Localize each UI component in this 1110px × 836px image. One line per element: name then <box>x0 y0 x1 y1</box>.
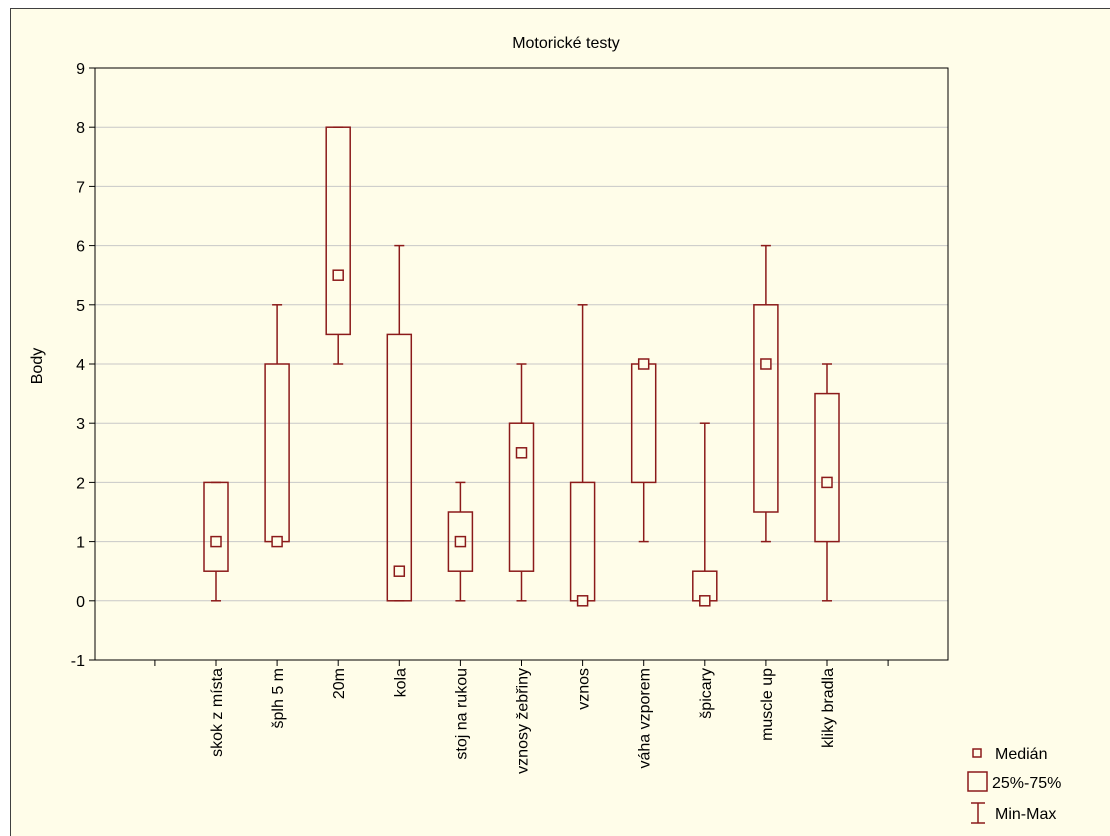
box-group <box>814 363 840 602</box>
median-marker <box>760 358 772 370</box>
legend-whisker-marker <box>971 802 985 824</box>
median-marker <box>393 565 406 577</box>
chart-title: Motorické testy <box>512 35 620 52</box>
iqr-box <box>814 392 840 543</box>
legend-whisker-label: Min-Max <box>995 806 1056 823</box>
legend-median-marker <box>972 748 982 758</box>
legend-box-marker <box>967 771 988 792</box>
y-axis-ticks: 9 8 7 6 5 4 3 2 1 0 -1 <box>71 61 95 670</box>
y-tick-label: 6 <box>76 239 85 256</box>
y-tick-label: 5 <box>76 298 85 315</box>
iqr-box <box>508 422 535 572</box>
legend-median-label: Medián <box>995 746 1047 763</box>
iqr-box <box>264 363 290 543</box>
box-group <box>692 422 718 607</box>
median-marker <box>515 447 528 459</box>
box-group <box>264 304 290 548</box>
gridlines <box>95 126 948 602</box>
y-tick-label: -1 <box>71 653 85 670</box>
box-group <box>753 244 779 543</box>
chart-panel <box>10 8 1110 836</box>
category-label: muscle up <box>759 668 776 741</box>
median-marker <box>210 535 222 548</box>
y-tick-label: 3 <box>76 416 85 433</box>
box-series <box>203 126 840 607</box>
category-label: kliky bradla <box>820 668 837 748</box>
y-tick-label: 2 <box>76 475 85 492</box>
y-axis-title: Body <box>29 348 46 384</box>
median-marker <box>821 476 833 489</box>
box-group <box>325 126 351 365</box>
category-label: stoj na rukou <box>453 668 470 760</box>
y-tick-label: 8 <box>76 120 85 137</box>
y-tick-label: 4 <box>76 357 85 374</box>
category-label: váha vzporem <box>637 668 654 769</box>
y-tick-label: 0 <box>76 594 85 611</box>
median-marker <box>699 595 711 607</box>
box-group <box>508 363 535 602</box>
legend-box-label: 25%-75% <box>992 775 1061 792</box>
median-marker <box>454 535 467 548</box>
iqr-box <box>386 333 413 602</box>
median-marker <box>332 269 344 281</box>
x-axis-ticks <box>154 660 889 666</box>
category-labels: skok z místa šplh 5 m 20m kola stoj na rukou… <box>209 668 837 774</box>
y-tick-label: 9 <box>76 61 85 78</box>
category-label: kola <box>392 668 409 697</box>
box-group <box>386 244 413 602</box>
iqr-box <box>203 481 229 572</box>
category-label: šplh 5 m <box>270 668 287 728</box>
category-label: špicary <box>698 668 715 719</box>
category-label: skok z místa <box>209 668 226 757</box>
y-tick-label: 7 <box>76 179 85 196</box>
median-marker <box>576 595 589 607</box>
iqr-box <box>325 126 351 336</box>
box-group <box>203 481 229 602</box>
box-group <box>630 358 657 543</box>
category-label: vznosy žebřiny <box>515 668 532 774</box>
median-marker <box>637 358 650 370</box>
median-marker <box>271 535 283 548</box>
category-label: vznos <box>576 668 593 710</box>
iqr-box <box>753 304 779 513</box>
y-tick-label: 1 <box>76 535 85 552</box>
iqr-box <box>447 511 474 572</box>
category-label: 20m <box>331 668 348 699</box>
box-group <box>569 304 596 607</box>
legend: Medián 25%-75% Min-Max <box>967 746 1061 824</box>
box-group <box>447 481 474 602</box>
